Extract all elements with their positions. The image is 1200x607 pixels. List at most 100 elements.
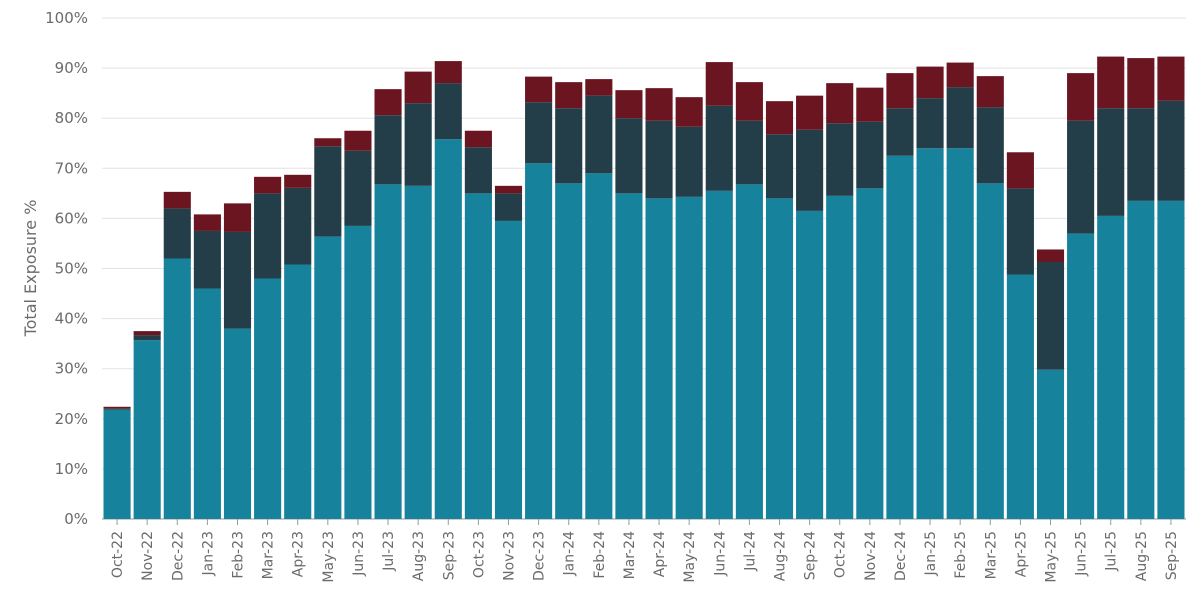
bar-segment	[133, 340, 161, 519]
bar-segment	[133, 331, 161, 336]
y-tick-label: 30%	[55, 360, 88, 378]
bar-segment	[916, 98, 944, 149]
x-tick-label: Apr-25	[1013, 531, 1029, 577]
y-tick-label: 0%	[64, 510, 88, 528]
bar-segment	[254, 193, 282, 279]
bar-segment	[103, 406, 131, 409]
bar-segment	[796, 210, 824, 519]
x-tick-label: May-24	[682, 531, 698, 583]
x-tick-label: May-23	[321, 531, 337, 583]
bar-segment	[765, 101, 794, 135]
bar-segment	[133, 335, 161, 341]
bar-segment	[434, 61, 462, 84]
x-tick-label: Oct-22	[110, 531, 126, 578]
bar-segment	[645, 120, 673, 199]
bar-segment	[705, 105, 733, 191]
bar-segment	[525, 76, 553, 103]
bar-segment	[314, 236, 342, 519]
bar-segment	[103, 409, 131, 519]
bar-segment	[404, 71, 432, 104]
y-tick-label: 80%	[55, 109, 88, 127]
x-tick-label: Jul-24	[742, 531, 758, 572]
bar-segment	[856, 188, 884, 519]
bar-segment	[1157, 200, 1185, 520]
x-tick-label: Jan-25	[923, 531, 939, 576]
bars	[103, 56, 1185, 520]
bar-segment	[193, 288, 221, 519]
x-tick-label: Mar-23	[261, 531, 277, 579]
x-tick-label: Mar-24	[622, 531, 638, 579]
bar-segment	[193, 230, 221, 289]
bar-segment	[525, 163, 553, 520]
bar-segment	[254, 278, 282, 519]
bar-segment	[856, 87, 884, 122]
y-tick-label: 70%	[55, 159, 88, 177]
bar-segment	[163, 208, 191, 259]
bar-segment	[284, 264, 312, 519]
x-tick-label: Jun-23	[351, 531, 367, 577]
x-tick-label: Sep-25	[1164, 531, 1180, 580]
gridlines	[102, 17, 1186, 520]
x-tick-label: Jul-25	[1104, 531, 1120, 572]
bar-segment	[374, 184, 402, 519]
bar-segment	[1067, 120, 1095, 234]
y-tick-label: 20%	[55, 410, 88, 428]
x-tick-label: May-25	[1044, 531, 1060, 583]
x-tick-label: Dec-24	[893, 531, 909, 581]
x-tick-label: Jan-24	[562, 531, 578, 577]
bar-segment	[886, 108, 914, 156]
bar-segment	[1036, 261, 1065, 370]
bar-segment	[1006, 188, 1034, 275]
bar-segment	[1157, 100, 1185, 201]
bar-segment	[675, 126, 703, 197]
bar-segment	[1067, 73, 1095, 121]
bar-segment	[1097, 215, 1125, 519]
x-tick-label: Jul-23	[381, 531, 397, 572]
bar-segment	[494, 185, 523, 194]
bar-segment	[284, 174, 312, 188]
x-tick-label: Feb-24	[592, 531, 608, 579]
x-tick-label: Nov-24	[863, 531, 879, 581]
bar-segment	[404, 103, 432, 186]
bar-segment	[494, 193, 523, 221]
y-tick-label: 50%	[55, 260, 88, 278]
bar-segment	[886, 73, 914, 109]
x-tick-label: Aug-25	[1134, 531, 1150, 581]
bar-segment	[163, 258, 191, 519]
bar-segment	[796, 95, 824, 130]
x-tick-label: Feb-23	[231, 531, 247, 579]
bar-segment	[464, 147, 492, 194]
bar-segment	[103, 408, 131, 410]
bar-segment	[886, 155, 914, 519]
bar-segment	[284, 187, 312, 265]
x-tick-label: Nov-22	[140, 531, 156, 581]
bar-segment	[675, 196, 703, 519]
bar-segment	[946, 62, 974, 88]
bar-segment	[374, 115, 402, 185]
y-tick-label: 90%	[55, 59, 88, 77]
bar-segment	[585, 173, 613, 519]
bar-segment	[434, 83, 462, 140]
bar-segment	[615, 90, 643, 119]
bar-segment	[796, 129, 824, 211]
bar-segment	[735, 120, 763, 185]
bar-segment	[826, 83, 854, 124]
bar-segment	[1067, 233, 1095, 519]
y-tick-label: 100%	[45, 9, 88, 27]
bar-segment	[344, 130, 372, 151]
bar-segment	[223, 203, 252, 232]
bar-segment	[675, 97, 703, 127]
bar-segment	[254, 176, 282, 194]
bar-segment	[735, 82, 763, 121]
x-tick-label: Jan-23	[200, 531, 216, 576]
bar-segment	[344, 150, 372, 226]
bar-segment	[1157, 56, 1185, 101]
bar-segment	[705, 190, 733, 519]
bar-segment	[1006, 152, 1034, 189]
bar-segment	[946, 87, 974, 149]
bar-segment	[555, 82, 583, 109]
x-tick-label: Mar-25	[983, 531, 999, 579]
bar-segment	[464, 193, 492, 519]
bar-segment	[344, 225, 372, 520]
